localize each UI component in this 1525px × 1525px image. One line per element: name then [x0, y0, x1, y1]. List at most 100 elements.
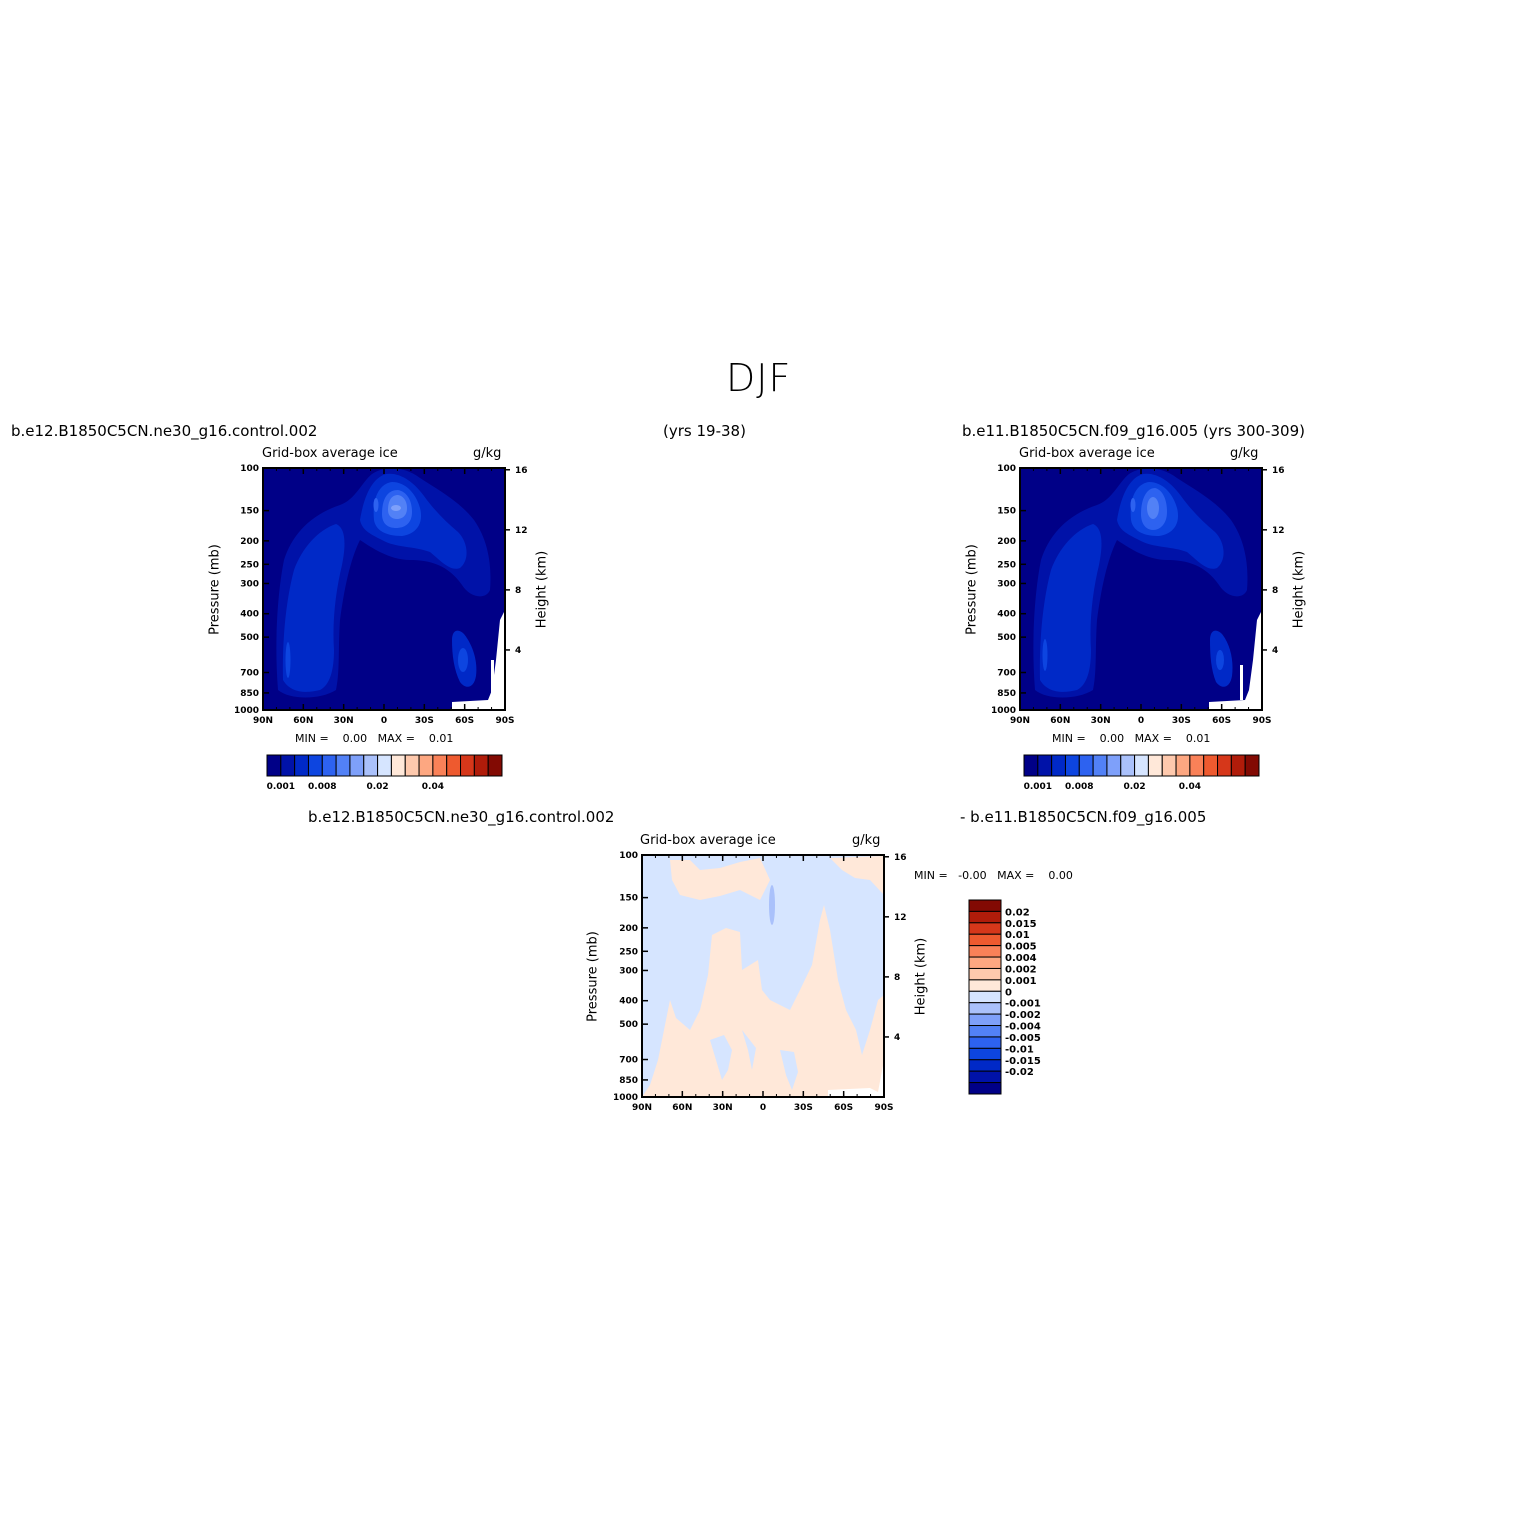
colorbar-label: 0.001: [1005, 976, 1037, 987]
y-tick-label: 200: [619, 924, 638, 934]
colorbar-box: [1023, 754, 1039, 777]
colorbar-box: [1037, 754, 1053, 777]
x-tick-label: 30S: [794, 1103, 813, 1113]
diff-positive-upper-a: [670, 858, 770, 900]
y-tick-label: 700: [619, 1056, 638, 1066]
y2-tick-label: 4: [515, 646, 521, 656]
x-tick-label: 90N: [253, 716, 273, 726]
x-tick-label: 30N: [334, 716, 354, 726]
y2-tick-label: 12: [894, 913, 907, 923]
colorbar-label: -0.01: [1005, 1044, 1034, 1055]
diff-negative-patch-c: [742, 1030, 756, 1070]
colorbar-label: 0.008: [308, 782, 336, 792]
x-tick-label: 30N: [1091, 716, 1111, 726]
y-tick-label: 300: [619, 966, 638, 976]
colorbar-box: [968, 1059, 1002, 1072]
x-tick-label: 90S: [1252, 716, 1271, 726]
colorbar-box: [404, 754, 420, 777]
left-panel-title: Grid-box average ice: [262, 446, 398, 461]
colorbar-box: [968, 899, 1002, 912]
diff-field: [642, 855, 884, 1097]
y-tick-label: 850: [997, 689, 1016, 699]
x-tick-label: 60N: [1050, 716, 1070, 726]
y-tick-label: 150: [619, 894, 638, 904]
y-tick-label: 100: [619, 851, 638, 861]
right-run-title: b.e11.B1850C5CN.f09_g16.005 (yrs 300-309…: [962, 422, 1305, 440]
colorbar-label: 0.004: [1005, 953, 1037, 964]
y-tick-label: 500: [619, 1020, 638, 1030]
diff-panel-title: Grid-box average ice: [640, 833, 776, 848]
colorbar-box: [968, 910, 1002, 924]
left-field: [263, 468, 505, 710]
left-panel-units: g/kg: [473, 446, 502, 461]
colorbar-box: [968, 922, 1002, 935]
x-tick-label: 60N: [672, 1103, 692, 1113]
y-tick-label: 300: [240, 579, 259, 589]
y-tick-label: 500: [997, 633, 1016, 643]
colorbar-box: [968, 1025, 1002, 1038]
y-tick-label: 1000: [613, 1093, 638, 1103]
y-tick-label: 250: [619, 947, 638, 957]
y2-tick-label: 8: [894, 973, 900, 983]
y-tick-label: 700: [997, 669, 1016, 679]
left-contour-nh-core: [285, 642, 291, 678]
x-tick-label: 0: [381, 716, 387, 726]
diff-colorbar: 0.020.0150.010.0050.0040.0020.0010-0.001…: [968, 899, 1041, 1095]
colorbar-box: [390, 754, 406, 777]
right-stats: MIN = 0.00 MAX = 0.01: [1052, 732, 1211, 745]
colorbar-box: [1092, 754, 1108, 777]
right-axes: 90N 60N 30N 0 30S 60S 90S 100 150 200 250 300 400 500…: [991, 464, 1285, 726]
y-tick-label: 1000: [234, 706, 259, 716]
colorbar-box: [1147, 754, 1163, 777]
right-panel-units: g/kg: [1230, 446, 1259, 461]
colorbar-box: [968, 1013, 1002, 1027]
y2-tick-label: 8: [1272, 586, 1278, 596]
left-contour-sh-core: [458, 648, 468, 672]
diff-y2label: Height (km): [913, 937, 929, 1016]
colorbar-label: -0.002: [1005, 1010, 1041, 1021]
colorbar-label: 0.04: [422, 782, 444, 792]
y2-tick-label: 12: [515, 526, 528, 536]
right-contour-sh-core: [1216, 650, 1224, 670]
colorbar-box: [968, 956, 1002, 969]
x-tick-label: 30S: [415, 716, 434, 726]
colorbar-box: [968, 1082, 1002, 1095]
diff-ylabel: Pressure (mb): [585, 931, 601, 1022]
right-contour-0002: [1039, 524, 1102, 692]
y2-tick-label: 16: [1272, 466, 1285, 476]
colorbar-box: [968, 1047, 1002, 1061]
colorbar-label: -0.004: [1005, 1022, 1041, 1033]
colorbar-box: [294, 754, 309, 777]
colorbar-label: 0: [1005, 987, 1012, 998]
colorbar-box: [968, 1002, 1002, 1015]
years-label: (yrs 19-38): [663, 422, 746, 440]
colorbar-box: [321, 754, 337, 777]
colorbar-box: [487, 754, 503, 777]
colorbar-label: -0.001: [1005, 999, 1041, 1010]
colorbar-label: 0.02: [1123, 782, 1145, 792]
y-tick-label: 100: [997, 464, 1016, 474]
colorbar-box: [968, 990, 1002, 1004]
y-tick-label: 700: [240, 669, 259, 679]
x-tick-label: 60S: [1212, 716, 1231, 726]
colorbar-box: [1120, 754, 1136, 777]
y-tick-label: 500: [240, 633, 259, 643]
colorbar-box: [307, 754, 323, 777]
colorbar-label: 0.04: [1179, 782, 1201, 792]
right-y2label: Height (km): [1291, 550, 1307, 629]
y-tick-label: 1000: [991, 706, 1016, 716]
colorbar-label: 0.002: [1005, 964, 1037, 975]
y-tick-label: 850: [619, 1076, 638, 1086]
colorbar-box: [1230, 754, 1246, 777]
colorbar-box: [418, 754, 434, 777]
x-tick-label: 60S: [834, 1103, 853, 1113]
colorbar-box: [1217, 754, 1232, 777]
right-contour-nh-core: [1042, 639, 1048, 671]
colorbar-box: [1051, 754, 1066, 777]
y-tick-label: 850: [240, 689, 259, 699]
colorbar-label: 0.02: [366, 782, 388, 792]
y-tick-label: 250: [997, 560, 1016, 570]
colorbar-box: [1175, 754, 1191, 777]
x-tick-label: 60S: [455, 716, 474, 726]
left-run-title: b.e12.B1850C5CN.ne30_g16.control.002: [11, 422, 318, 440]
